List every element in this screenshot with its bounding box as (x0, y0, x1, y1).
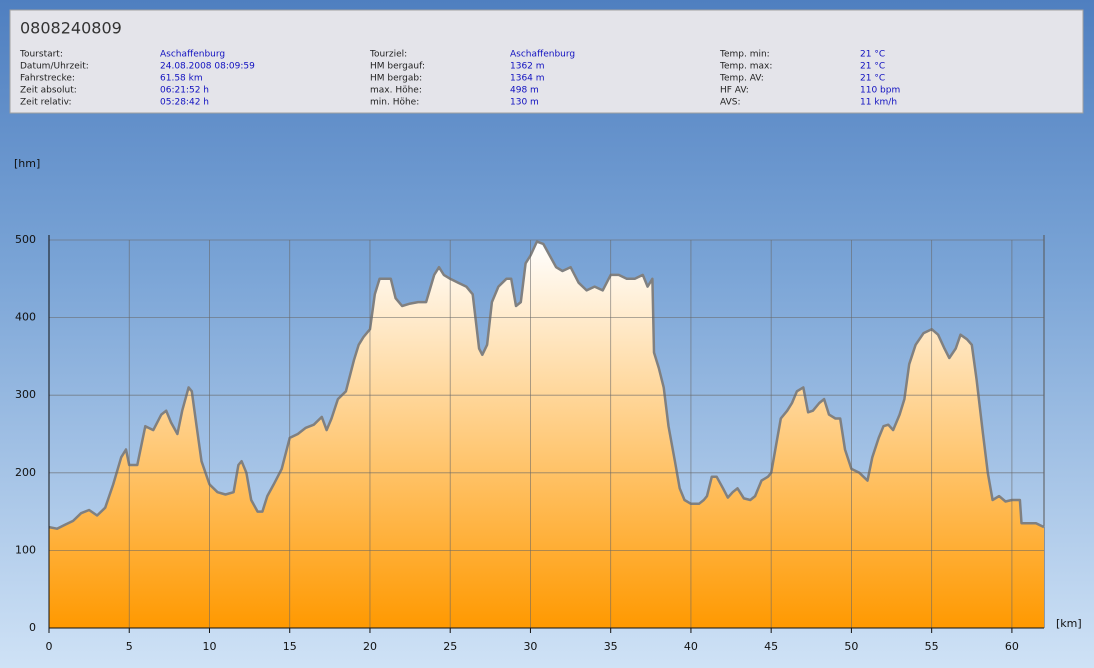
info-label: Temp. min: (719, 50, 770, 60)
y-tick-label: 500 (15, 233, 36, 246)
info-value: Aschaffenburg (160, 50, 225, 60)
area-line (48, 240, 1045, 530)
info-value: 1364 m (510, 74, 545, 84)
x-tick-label: 0 (46, 640, 53, 653)
y-tick-label: 300 (15, 388, 36, 401)
x-tick-label: 60 (1005, 640, 1019, 653)
info-value: 11 km/h (860, 98, 897, 108)
info-value: 06:21:52 h (160, 86, 209, 96)
info-label: Zeit relativ: (20, 98, 72, 108)
x-tick-label: 35 (604, 640, 618, 653)
x-tick-label: 5 (126, 640, 133, 653)
info-label: Datum/Uhrzeit: (20, 62, 89, 72)
info-value: 21 °C (860, 74, 885, 84)
y-tick-label: 0 (29, 621, 36, 634)
info-label: Tourziel: (369, 50, 407, 60)
x-tick-label: 50 (844, 640, 858, 653)
x-tick-label: 30 (523, 640, 537, 653)
info-value: 498 m (510, 86, 539, 96)
info-label: HM bergauf: (370, 62, 425, 72)
x-axis-label: [km] (1056, 617, 1082, 630)
info-label: AVS: (720, 98, 740, 108)
y-axis-label: [hm] (14, 157, 40, 170)
info-label: max. Höhe: (370, 86, 422, 96)
x-tick-label: 55 (925, 640, 939, 653)
y-tick-label: 100 (15, 543, 36, 556)
y-tick-label: 200 (15, 466, 36, 479)
x-tick-label: 10 (202, 640, 216, 653)
info-label: HM bergab: (370, 74, 422, 84)
info-label: Zeit absolut: (20, 86, 77, 96)
area-fill (49, 241, 1044, 628)
info-panel (9, 9, 1084, 114)
info-value: 110 bpm (860, 86, 900, 96)
info-label: Temp. max: (719, 62, 772, 72)
x-tick-label: 45 (764, 640, 778, 653)
info-label: min. Höhe: (370, 98, 419, 108)
info-value: 21 °C (860, 50, 885, 60)
info-value: 130 m (510, 98, 539, 108)
info-value: 24.08.2008 08:09:59 (160, 62, 255, 72)
info-value: 1362 m (510, 62, 545, 72)
x-tick-label: 25 (443, 640, 457, 653)
info-label: Tourstart: (19, 50, 63, 60)
info-value: 21 °C (860, 62, 885, 72)
x-tick-label: 40 (684, 640, 698, 653)
y-tick-label: 400 (15, 311, 36, 324)
info-value: 61.58 km (160, 74, 203, 84)
title: 0808240809 (20, 19, 122, 38)
info-label: Temp. AV: (719, 74, 764, 84)
info-value: Aschaffenburg (510, 50, 575, 60)
info-label: HF AV: (720, 86, 749, 96)
x-tick-label: 20 (363, 640, 377, 653)
info-label: Fahrstrecke: (20, 74, 75, 84)
x-tick-label: 15 (283, 640, 297, 653)
info-value: 05:28:42 h (160, 98, 209, 108)
